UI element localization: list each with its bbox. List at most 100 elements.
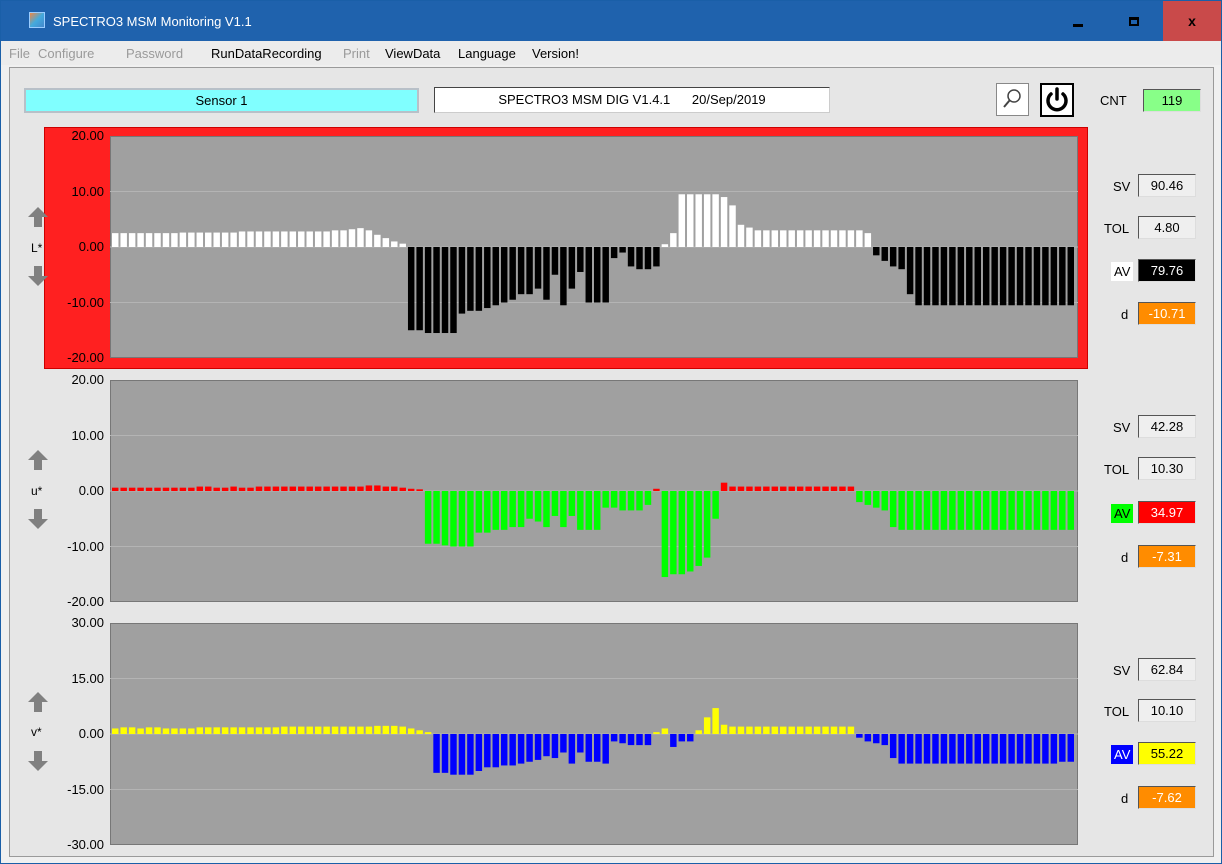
menu-file[interactable]: File	[9, 46, 30, 61]
l-bar	[509, 247, 516, 300]
l-bar	[889, 247, 897, 267]
menu-language[interactable]: Language	[458, 46, 516, 61]
l-bar	[1025, 247, 1032, 306]
v-bar	[720, 724, 728, 734]
u-y-tick-label: 0.00	[78, 483, 104, 498]
l-bar	[1008, 247, 1015, 306]
l-bar	[687, 194, 694, 247]
v-bar	[737, 726, 745, 734]
u-up-arrow-button[interactable]	[26, 448, 50, 472]
v-bar	[1016, 734, 1024, 764]
v-bar	[407, 728, 415, 734]
u-bar	[500, 491, 508, 530]
l-bar	[839, 230, 846, 247]
l-bar	[729, 205, 736, 248]
l-bar	[627, 247, 635, 267]
u-bar	[906, 491, 914, 530]
u-bar	[281, 486, 288, 491]
u-bar	[348, 486, 356, 491]
u-bar	[1033, 491, 1041, 530]
u-bar	[306, 486, 313, 491]
v-bar	[780, 726, 787, 734]
v-bar	[120, 727, 127, 734]
u-bar	[314, 486, 322, 491]
u-d-value: -7.31	[1138, 545, 1196, 568]
l-bar	[568, 247, 576, 289]
l-bar	[915, 247, 922, 306]
menu-rundatarecording[interactable]: RunDataRecording	[211, 46, 322, 61]
minimize-button[interactable]	[1050, 1, 1106, 41]
l-bar	[145, 233, 153, 248]
l-up-arrow-button[interactable]	[26, 205, 50, 229]
v-bar	[357, 726, 364, 734]
menu-bar: File Configure Password RunDataRecording…	[1, 41, 1221, 65]
l-bar	[940, 247, 948, 306]
u-y-tick-label: -20.00	[67, 594, 104, 609]
v-bar	[678, 734, 686, 742]
u-bar	[594, 491, 601, 530]
v-bar	[543, 734, 550, 757]
l-bar	[306, 231, 313, 247]
l-bar	[653, 247, 660, 267]
v-bar	[636, 734, 643, 746]
v-bar	[382, 725, 390, 734]
menu-configure[interactable]: Configure	[38, 46, 95, 61]
u-tol-label: TOL	[1104, 462, 1130, 477]
l-bar	[932, 247, 939, 306]
v-bar	[264, 727, 271, 734]
l-bar	[830, 230, 838, 247]
v-bar	[906, 734, 914, 764]
l-bar	[1016, 247, 1024, 306]
l-y-tick-label: 0.00	[78, 239, 104, 254]
arrow-down-icon	[28, 266, 48, 286]
v-down-arrow-button[interactable]	[26, 749, 50, 773]
l-y-tick-label: -20.00	[67, 350, 104, 365]
u-bar	[1016, 491, 1024, 530]
u-bar	[763, 486, 770, 491]
v-bar	[796, 726, 804, 734]
power-button[interactable]	[1040, 83, 1074, 117]
v-bar	[314, 726, 322, 734]
v-bar	[957, 734, 965, 764]
menu-print[interactable]: Print	[343, 46, 370, 61]
v-bar	[966, 734, 973, 764]
cnt-label: CNT	[1100, 93, 1127, 108]
l-bar	[374, 234, 381, 247]
v-bar	[881, 734, 888, 746]
maximize-button[interactable]	[1106, 1, 1162, 41]
menu-password[interactable]: Password	[126, 46, 184, 61]
v-bar	[154, 727, 161, 734]
v-bar	[213, 727, 220, 734]
v-bar	[932, 734, 939, 764]
v-bar	[179, 728, 187, 734]
v-bar	[915, 734, 922, 764]
close-button[interactable]: x	[1163, 1, 1221, 41]
u-bar	[298, 486, 305, 491]
zoom-button[interactable]	[996, 83, 1029, 116]
u-bar	[424, 491, 432, 544]
u-bar	[1059, 491, 1066, 530]
v-bar	[433, 734, 440, 773]
l-bar	[670, 233, 677, 248]
u-bar	[484, 491, 491, 533]
l-bar	[128, 233, 136, 248]
u-av-value: 34.97	[1138, 501, 1196, 524]
u-bar	[112, 487, 119, 491]
u-bar	[830, 486, 838, 491]
v-sv-value: 62.84	[1138, 658, 1196, 681]
l-down-arrow-button[interactable]	[26, 264, 50, 288]
v-bar	[230, 727, 237, 734]
title-bar[interactable]: SPECTRO3 MSM Monitoring V1.1 x	[1, 1, 1221, 41]
menu-version[interactable]: Version!	[532, 46, 579, 61]
v-up-arrow-button[interactable]	[26, 690, 50, 714]
v-bar	[188, 728, 195, 734]
l-bar	[737, 224, 745, 247]
l-bar	[551, 247, 559, 275]
u-down-arrow-button[interactable]	[26, 507, 50, 531]
l-bar	[289, 231, 297, 247]
menu-viewdata[interactable]: ViewData	[385, 46, 441, 61]
l-bar	[357, 228, 364, 247]
u-bar	[179, 487, 187, 491]
u-bar	[932, 491, 939, 530]
l-bar	[137, 233, 144, 248]
